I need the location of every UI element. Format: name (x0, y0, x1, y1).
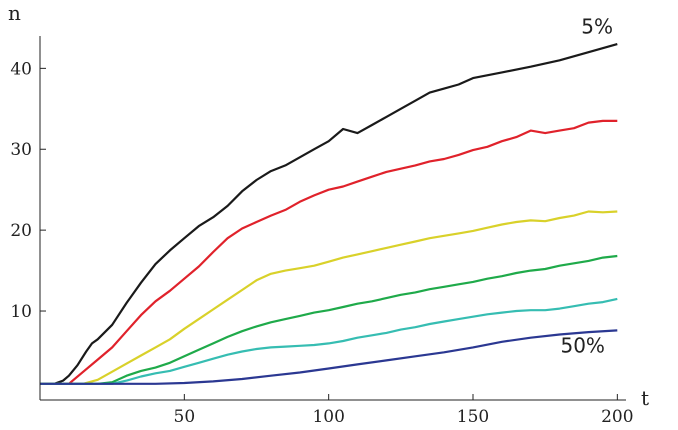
y-tick-label: 10 (10, 302, 32, 322)
y-tick-label: 40 (10, 59, 32, 79)
annotation-label-2: 50% (560, 333, 604, 357)
x-tick-label: 150 (457, 407, 489, 427)
y-axis-title: n (8, 1, 21, 25)
series-line-2 (40, 119, 618, 385)
x-tick-label: 100 (312, 407, 344, 427)
series-line-3 (40, 210, 618, 385)
series-line-6 (40, 329, 618, 385)
annotation-layer: 5% 50% (560, 15, 613, 358)
axes-layer (39, 36, 626, 401)
series-line-5 (40, 297, 618, 385)
x-axis-title: t (641, 386, 649, 410)
series-line-4 (40, 254, 618, 385)
ticks-layer: 50 100 150 200 10 20 30 40 (10, 59, 633, 427)
series-layer (40, 43, 618, 385)
y-tick-label: 20 (10, 221, 32, 241)
x-tick-label: 200 (601, 407, 633, 427)
annotation-label-1: 5% (581, 15, 613, 39)
x-tick-label: 50 (174, 407, 196, 427)
y-tick-label: 30 (10, 140, 32, 160)
series-line-1 (40, 43, 618, 385)
